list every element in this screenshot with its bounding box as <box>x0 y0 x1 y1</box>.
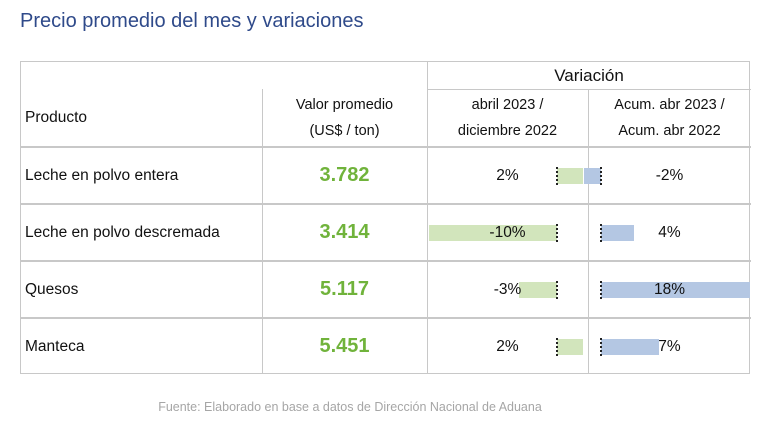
variation-month-bar <box>429 224 557 241</box>
variation-month-bar <box>518 281 557 298</box>
variation-cumulative-bar <box>601 224 635 241</box>
variation-month-header: abril 2023 / diciembre 2022 <box>457 97 558 139</box>
price-table: Variación Producto Valor promedio (US$ /… <box>20 61 751 374</box>
variation-month-value: 2% <box>496 166 519 184</box>
bar-axis <box>556 337 558 356</box>
bar-axis <box>600 337 602 356</box>
value-header: Valor promedio (US$ / ton) <box>295 97 394 139</box>
variation-group-header: Variación <box>554 65 624 85</box>
variation-cumulative-value: 7% <box>658 337 681 355</box>
variation-cumulative-header: Acum. abr 2023 / Acum. abr 2022 <box>614 97 725 139</box>
row-divider <box>21 260 751 262</box>
bar-axis <box>556 280 558 299</box>
col-divider <box>427 62 428 374</box>
variation-month-value: -10% <box>489 223 526 241</box>
average-price: 5.451 <box>319 335 370 357</box>
product-header: Producto <box>25 109 88 126</box>
product-name: Leche en polvo entera <box>25 166 179 184</box>
bar-axis <box>600 280 602 299</box>
bar-axis <box>600 223 602 242</box>
variation-cumulative-bar <box>601 281 751 298</box>
variation-month-value: 2% <box>496 337 519 355</box>
product-name: Manteca <box>25 337 85 355</box>
source-note: Fuente: Elaborado en base a datos de Dir… <box>158 400 542 414</box>
variation-cumulative-bar <box>601 338 660 355</box>
product-name: Leche en polvo descremada <box>25 223 220 241</box>
row-divider <box>21 203 751 205</box>
variation-month-bar <box>557 338 583 355</box>
variation-cumulative-value: 4% <box>658 223 681 241</box>
product-name: Quesos <box>25 280 79 298</box>
variation-cumulative-value: -2% <box>655 166 684 184</box>
average-price: 3.414 <box>319 221 370 243</box>
bar-axis <box>600 166 602 185</box>
page-title: Precio promedio del mes y variaciones <box>20 10 364 32</box>
average-price: 3.782 <box>319 164 370 186</box>
variation-cumulative-bar <box>584 167 601 184</box>
variation-month-value: -3% <box>493 280 522 298</box>
col-divider <box>262 89 263 374</box>
variation-cumulative-value: 18% <box>653 280 686 298</box>
bar-axis <box>556 223 558 242</box>
group-header-divider <box>427 89 751 90</box>
variation-month-bar <box>557 167 583 184</box>
average-price: 5.117 <box>320 278 369 300</box>
bar-axis <box>556 166 558 185</box>
row-divider <box>21 317 751 319</box>
row-divider <box>21 146 751 148</box>
col-divider <box>588 89 589 374</box>
